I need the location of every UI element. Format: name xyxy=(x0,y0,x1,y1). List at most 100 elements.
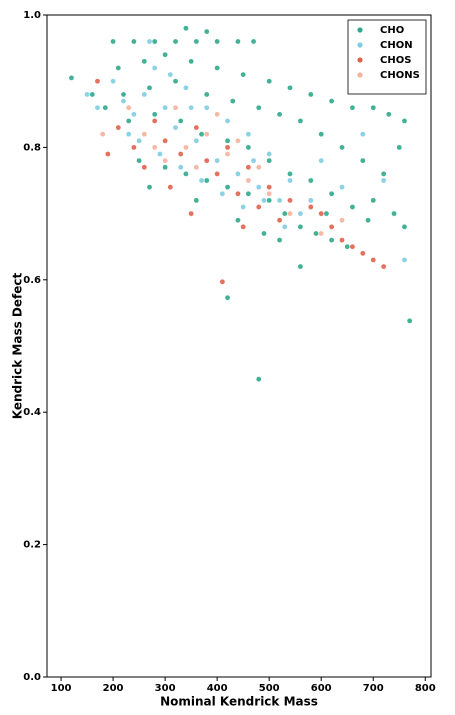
point xyxy=(396,144,403,151)
point xyxy=(214,111,220,118)
point xyxy=(339,184,345,190)
point xyxy=(266,184,272,190)
point xyxy=(193,124,200,131)
point xyxy=(266,78,272,84)
point xyxy=(162,164,168,171)
point xyxy=(261,197,267,204)
point xyxy=(151,111,158,118)
point xyxy=(115,124,122,131)
point xyxy=(349,204,356,210)
point xyxy=(287,171,293,177)
legend-marker xyxy=(357,57,363,63)
point xyxy=(188,104,194,111)
point xyxy=(177,118,184,124)
point xyxy=(188,210,194,217)
point xyxy=(162,104,168,111)
point xyxy=(328,237,335,243)
point xyxy=(136,137,142,144)
point xyxy=(102,104,109,111)
point xyxy=(318,157,325,164)
point xyxy=(131,38,137,45)
legend-label: CHO xyxy=(380,25,404,36)
point xyxy=(120,98,127,104)
point xyxy=(183,171,189,177)
point xyxy=(255,204,262,210)
point xyxy=(235,38,241,45)
point xyxy=(349,104,356,111)
point xyxy=(193,197,200,204)
point xyxy=(94,104,101,111)
point xyxy=(380,263,387,270)
point xyxy=(193,38,200,45)
point xyxy=(308,91,314,98)
point xyxy=(120,91,127,98)
point xyxy=(162,137,168,144)
point xyxy=(183,25,189,32)
point xyxy=(365,217,371,224)
point xyxy=(224,118,231,124)
point xyxy=(328,98,335,104)
point xyxy=(172,104,179,111)
point xyxy=(115,65,122,71)
point xyxy=(240,71,246,78)
point xyxy=(193,164,200,171)
point xyxy=(255,164,262,171)
point xyxy=(240,204,246,210)
point xyxy=(141,164,148,171)
x-tick-label: 500 xyxy=(259,683,280,694)
point xyxy=(198,131,205,137)
point xyxy=(281,224,288,230)
point xyxy=(229,98,236,104)
point xyxy=(151,144,158,151)
point xyxy=(287,210,293,217)
y-tick-label: 0.8 xyxy=(23,142,41,153)
point xyxy=(235,171,241,177)
point xyxy=(203,131,210,137)
point xyxy=(203,104,210,111)
legend-marker xyxy=(357,42,363,48)
point xyxy=(245,164,252,171)
point xyxy=(151,65,158,71)
point xyxy=(162,51,168,58)
point xyxy=(328,224,335,230)
point xyxy=(240,224,246,230)
point xyxy=(401,257,408,263)
point xyxy=(172,124,179,131)
point xyxy=(224,137,231,144)
point xyxy=(318,210,325,217)
point xyxy=(136,157,142,164)
y-tick-label: 1.0 xyxy=(23,10,41,21)
point xyxy=(203,28,210,35)
point xyxy=(245,144,252,151)
point xyxy=(318,131,325,137)
point xyxy=(266,151,272,157)
point xyxy=(287,85,293,91)
point xyxy=(297,263,304,270)
point xyxy=(261,230,267,237)
point xyxy=(193,137,200,144)
point xyxy=(308,177,314,184)
point xyxy=(287,177,293,184)
point xyxy=(203,177,210,184)
point xyxy=(308,204,314,210)
point xyxy=(360,157,366,164)
x-tick-label: 700 xyxy=(363,683,384,694)
point xyxy=(401,224,408,230)
point xyxy=(235,137,241,144)
point xyxy=(177,164,184,171)
point xyxy=(380,171,387,177)
point xyxy=(198,177,205,184)
point xyxy=(183,85,189,91)
x-tick-label: 300 xyxy=(155,683,176,694)
point xyxy=(89,91,96,98)
legend-label: CHON xyxy=(380,40,413,51)
point xyxy=(203,157,210,164)
point xyxy=(141,58,148,65)
point xyxy=(177,151,184,157)
point xyxy=(105,151,111,157)
point xyxy=(172,38,179,45)
point xyxy=(172,78,179,84)
point xyxy=(370,197,377,204)
x-tick-label: 200 xyxy=(103,683,124,694)
